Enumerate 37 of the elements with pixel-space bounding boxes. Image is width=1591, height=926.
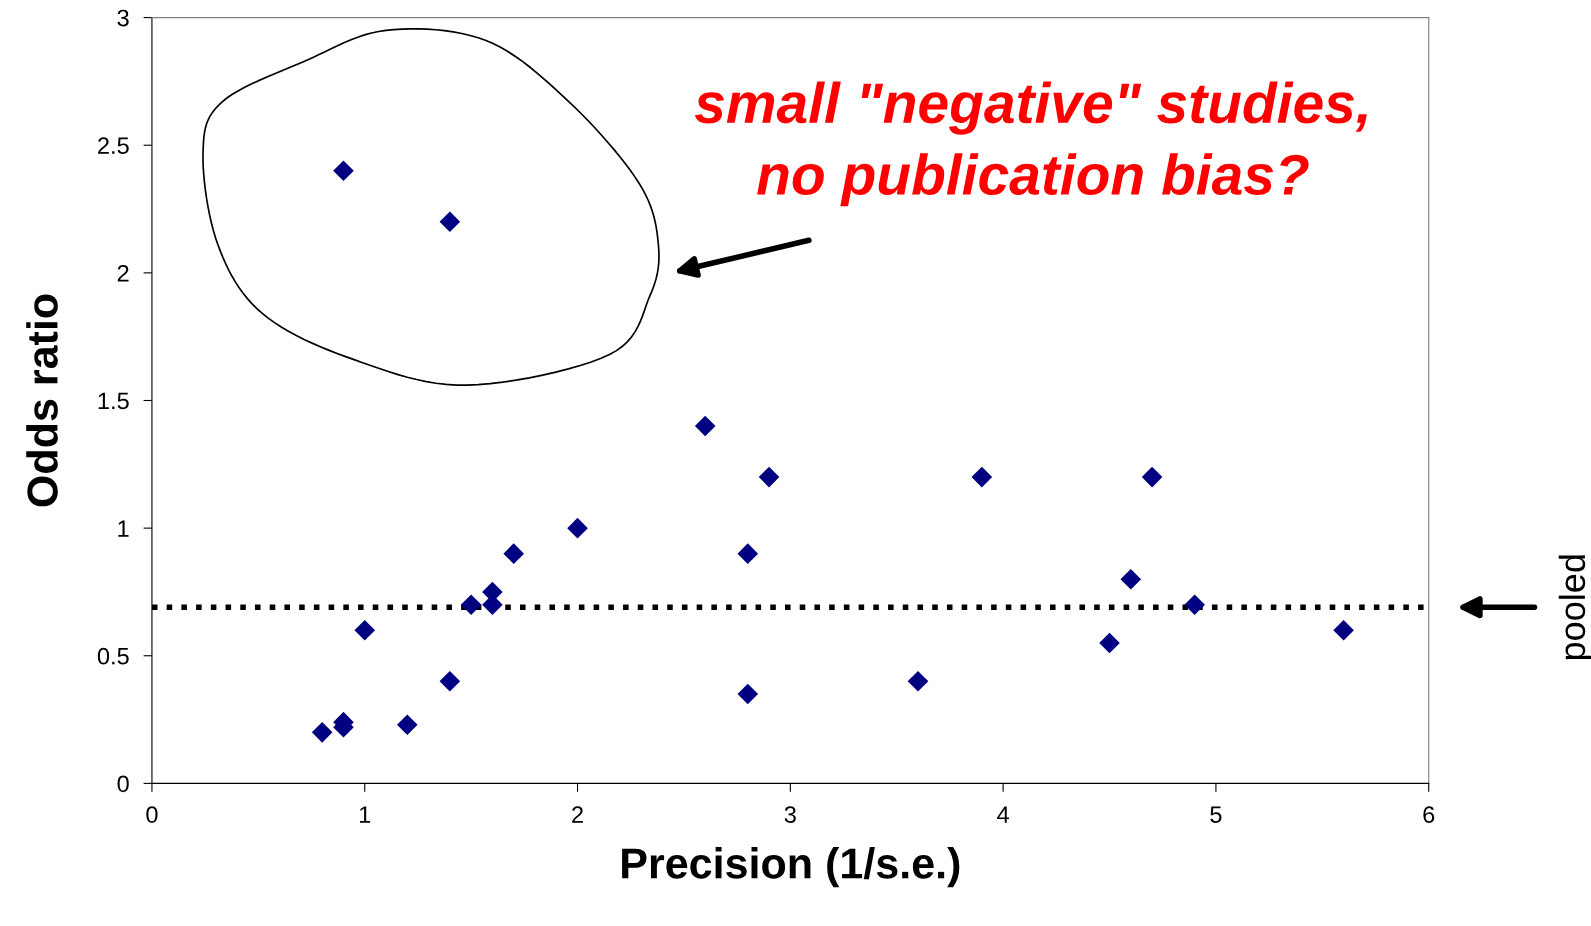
point	[1184, 594, 1205, 616]
point	[1141, 466, 1163, 488]
point	[354, 619, 376, 641]
x-tick-label: 0	[146, 806, 158, 823]
point	[971, 466, 993, 488]
x-axis-title: Precision (1/s.e.)	[622, 847, 960, 888]
y-tick-label: 1	[118, 520, 129, 537]
y-tick-label: 0	[117, 775, 129, 793]
point	[1333, 619, 1354, 641]
x-tick-label: 1	[359, 806, 371, 823]
point	[737, 543, 759, 564]
y-axis-title: Odds ratio	[26, 294, 58, 507]
x-tick-label: 5	[1210, 806, 1222, 823]
point	[439, 670, 461, 692]
point	[1099, 632, 1120, 654]
point	[439, 211, 461, 233]
y-tick-label: 2.5	[98, 137, 129, 155]
point	[758, 466, 780, 488]
y-tick-label: 2	[117, 264, 129, 282]
x-tick-label: 4	[997, 806, 1009, 823]
point	[1120, 568, 1142, 590]
point	[503, 543, 524, 564]
point	[460, 594, 482, 616]
point	[694, 415, 716, 437]
x-tick-label: 2	[572, 806, 583, 823]
point	[333, 160, 354, 182]
point	[567, 517, 588, 539]
annotation: small "negative" studies, no publication bias?	[694, 81, 1367, 207]
x-tick-label: 3	[784, 806, 796, 823]
y-tick-label: 0.5	[97, 647, 129, 665]
x-tick-label: 6	[1423, 806, 1435, 823]
point	[311, 722, 333, 743]
point	[737, 683, 759, 705]
point	[397, 714, 418, 735]
point	[907, 670, 929, 692]
y-tick-label: 3	[117, 9, 129, 27]
y-tick-label: 1.5	[98, 392, 129, 410]
